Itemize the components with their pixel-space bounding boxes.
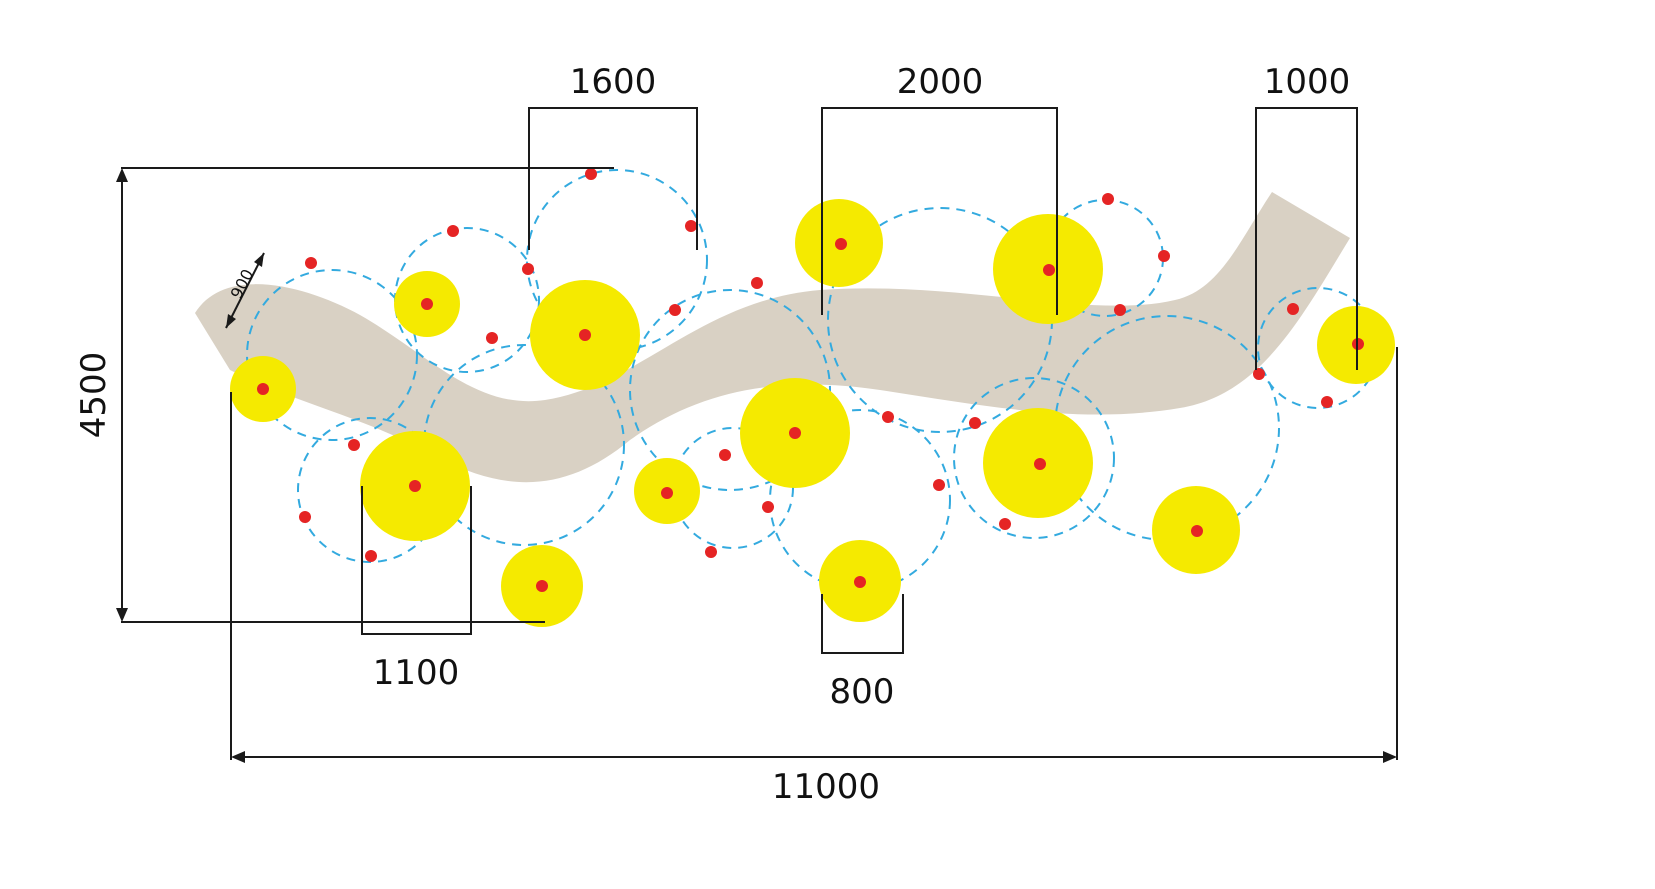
sprinkler-head bbox=[447, 225, 459, 237]
sprinklers bbox=[257, 168, 1364, 592]
spray-ring bbox=[953, 377, 1115, 539]
dimension-1100: 1100 bbox=[361, 486, 472, 693]
sprinkler-head bbox=[409, 480, 421, 492]
sprinkler-head bbox=[969, 417, 981, 429]
sprinkler-head bbox=[705, 546, 717, 558]
sprinkler-head bbox=[1034, 458, 1046, 470]
dimension-2000-label: 2000 bbox=[897, 62, 984, 102]
sprinkler-head bbox=[762, 501, 774, 513]
sprinkler-head bbox=[299, 511, 311, 523]
sprinkler-head bbox=[999, 518, 1011, 530]
dimension-11000: 11000 bbox=[230, 347, 1398, 807]
dimension-1100-label: 1100 bbox=[373, 653, 460, 693]
sprinkler-head bbox=[579, 329, 591, 341]
sprinkler-head bbox=[854, 576, 866, 588]
dimension-2000: 2000 bbox=[821, 62, 1058, 315]
dimension-4500-label: 4500 bbox=[74, 352, 114, 439]
spray-ring bbox=[629, 289, 831, 491]
sprinkler-head bbox=[1102, 193, 1114, 205]
dimension-1000-label: 1000 bbox=[1264, 62, 1351, 102]
sprinkler-head bbox=[882, 411, 894, 423]
sprinkler-head bbox=[751, 277, 763, 289]
sprinkler-head bbox=[1043, 264, 1055, 276]
sprinkler-head bbox=[1287, 303, 1299, 315]
dimension-11000-label: 11000 bbox=[772, 767, 880, 807]
sprinkler-head bbox=[365, 550, 377, 562]
sprinkler-head bbox=[835, 238, 847, 250]
dimension-1600-label: 1600 bbox=[570, 62, 657, 102]
sprinkler-head bbox=[661, 487, 673, 499]
spray-ring bbox=[672, 427, 794, 549]
sprinkler-head bbox=[421, 298, 433, 310]
spray-ring bbox=[1054, 315, 1280, 541]
sprinkler-head bbox=[305, 257, 317, 269]
dimension-800-label: 800 bbox=[830, 672, 895, 712]
sprinkler-head bbox=[1158, 250, 1170, 262]
sprinkler-head bbox=[933, 479, 945, 491]
sprinkler-head bbox=[1253, 368, 1265, 380]
sprinkler-head bbox=[1114, 304, 1126, 316]
sprinkler-head bbox=[486, 332, 498, 344]
spray-ring bbox=[246, 269, 418, 441]
dimension-1000: 1000 bbox=[1255, 62, 1358, 370]
spray-ring bbox=[423, 344, 625, 546]
sprinkler-head bbox=[348, 439, 360, 451]
sprinkler-head bbox=[522, 263, 534, 275]
sprinkler-head bbox=[1191, 525, 1203, 537]
dimension-4500: 4500 bbox=[74, 167, 614, 623]
sprinkler-head bbox=[1321, 396, 1333, 408]
spray-ring bbox=[769, 409, 951, 591]
garden-path bbox=[195, 192, 1350, 483]
sprinkler-head bbox=[536, 580, 548, 592]
dimension-1600: 1600 bbox=[528, 62, 698, 250]
sprinkler-head bbox=[669, 304, 681, 316]
dimension-800: 800 bbox=[821, 594, 904, 712]
sprinkler-head bbox=[685, 220, 697, 232]
sprinkler-head bbox=[719, 449, 731, 461]
spray-ring bbox=[526, 169, 708, 351]
sprinkler-head bbox=[585, 168, 597, 180]
sprinkler-head bbox=[789, 427, 801, 439]
sprinkler-head bbox=[257, 383, 269, 395]
